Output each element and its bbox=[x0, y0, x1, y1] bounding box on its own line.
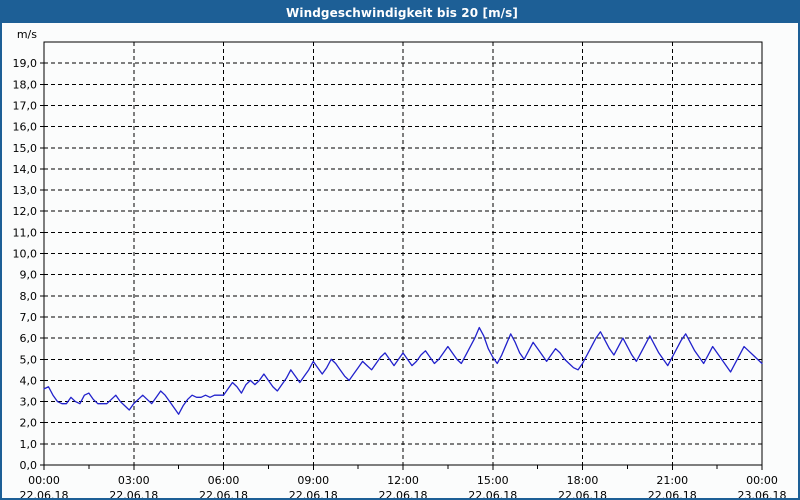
x-tick-date-1: 22.06.18 bbox=[109, 489, 158, 498]
x-tick-date-3: 22.06.18 bbox=[289, 489, 338, 498]
y-tick-label-2: 2,0 bbox=[20, 417, 38, 430]
x-tick-date-8: 23.06.18 bbox=[738, 489, 787, 498]
y-tick-label-1: 1,0 bbox=[20, 438, 38, 451]
x-tick-date-4: 22.06.18 bbox=[379, 489, 428, 498]
y-tick-label-10: 10,0 bbox=[13, 248, 38, 261]
x-tick-date-6: 22.06.18 bbox=[558, 489, 607, 498]
y-tick-label-8: 8,0 bbox=[20, 290, 38, 303]
y-tick-label-7: 7,0 bbox=[20, 311, 38, 324]
y-axis-tick-labels: 0,0 1,0 2,0 3,0 4,0 5,0 6,0 7,0 8,0 9,0 10,0 11,0 12… bbox=[13, 57, 38, 472]
x-axis-tickmarks bbox=[43, 465, 763, 470]
y-tick-label-11: 11,0 bbox=[13, 226, 38, 239]
x-tick-date-0: 22.06.18 bbox=[20, 489, 69, 498]
vertical-gridlines bbox=[133, 42, 673, 465]
y-tick-label-13: 13,0 bbox=[13, 184, 38, 197]
x-tick-time-4: 12:00 bbox=[387, 474, 419, 487]
x-tick-time-0: 00:00 bbox=[28, 474, 60, 487]
x-tick-date-7: 22.06.18 bbox=[648, 489, 697, 498]
y-tick-label-16: 16,0 bbox=[13, 121, 38, 134]
x-tick-time-3: 09:00 bbox=[297, 474, 329, 487]
plot-area-container: 0,0 1,0 2,0 3,0 4,0 5,0 6,0 7,0 8,0 9,0 10,0 11,0 12… bbox=[2, 23, 798, 498]
chart-title-bar: Windgeschwindigkeit bis 20 [m/s] bbox=[2, 2, 798, 23]
y-tick-label-14: 14,0 bbox=[13, 163, 38, 176]
plot-axis-frame bbox=[43, 41, 763, 466]
x-tick-date-5: 22.06.18 bbox=[468, 489, 517, 498]
y-axis-unit-label: m/s bbox=[17, 28, 37, 41]
x-tick-time-2: 06:00 bbox=[208, 474, 240, 487]
x-tick-time-1: 03:00 bbox=[118, 474, 150, 487]
y-tick-label-15: 15,0 bbox=[13, 142, 38, 155]
x-tick-time-6: 18:00 bbox=[567, 474, 599, 487]
y-tick-label-5: 5,0 bbox=[20, 353, 38, 366]
y-tick-label-3: 3,0 bbox=[20, 396, 38, 409]
x-tick-date-2: 22.06.18 bbox=[199, 489, 248, 498]
y-tick-label-9: 9,0 bbox=[20, 269, 38, 282]
wind-speed-line-chart: 0,0 1,0 2,0 3,0 4,0 5,0 6,0 7,0 8,0 9,0 10,0 11,0 12… bbox=[13, 28, 787, 498]
y-tick-label-4: 4,0 bbox=[20, 374, 38, 387]
wind-speed-series-line bbox=[43, 326, 763, 415]
y-tick-label-19: 19,0 bbox=[13, 57, 38, 70]
y-axis-tickmarks bbox=[40, 62, 44, 466]
x-tick-time-5: 15:00 bbox=[477, 474, 509, 487]
y-tick-label-0: 0,0 bbox=[20, 459, 38, 472]
x-tick-time-8: 00:00 bbox=[746, 474, 778, 487]
y-tick-label-6: 6,0 bbox=[20, 332, 38, 345]
y-tick-label-12: 12,0 bbox=[13, 205, 38, 218]
x-tick-time-7: 21:00 bbox=[656, 474, 688, 487]
page-title: Windgeschwindigkeit bis 20 [m/s] bbox=[286, 5, 518, 20]
y-tick-label-17: 17,0 bbox=[13, 99, 38, 112]
y-tick-label-18: 18,0 bbox=[13, 78, 38, 91]
x-axis-tick-labels: 00:00 22.06.18 03:00 22.06.18 06:00 22.06.18 0… bbox=[20, 474, 787, 498]
